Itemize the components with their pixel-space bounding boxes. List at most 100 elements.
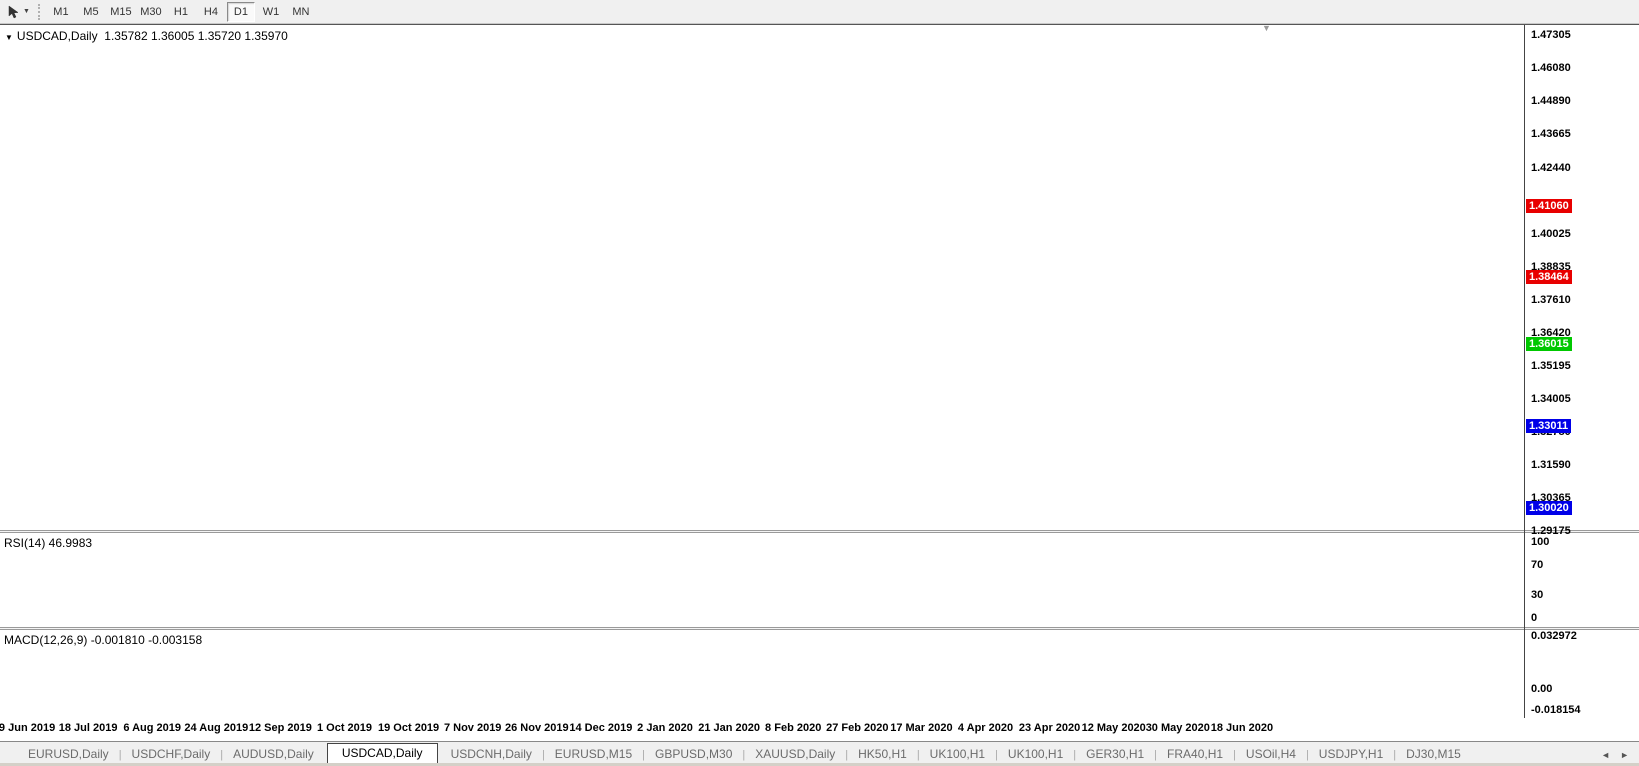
date-tick-label: 24 Aug 2019 (184, 722, 249, 734)
tab-usdjpy-h1[interactable]: USDJPY,H1 (1318, 747, 1384, 761)
chart-window (0, 24, 1639, 742)
hline-price-badge: 1.33011 (1526, 418, 1572, 433)
timeframe-button-m5[interactable]: M5 (83, 5, 99, 18)
price-tick-label: 1.40025 (1531, 227, 1571, 240)
timeframe-button-mn[interactable]: MN (292, 5, 310, 18)
chart-title-collapse-icon[interactable]: ▼ (5, 33, 13, 42)
tab-separator: | (541, 749, 545, 761)
tab-scroll-arrows: ◄ ► (1601, 750, 1629, 764)
price-tick-label: 1.42440 (1531, 161, 1571, 174)
tab-separator: | (1305, 749, 1309, 761)
rsi-axis-label: 0 (1531, 611, 1538, 624)
tab-uk100-h1[interactable]: UK100,H1 (929, 747, 986, 761)
tab-scroll-right-icon[interactable]: ► (1620, 750, 1629, 760)
tab-separator: | (1393, 749, 1397, 761)
pane-separator-macd[interactable] (0, 627, 1639, 630)
chart-tabs: EURUSD,Daily | USDCHF,Daily | AUDUSD,Daily U… (18, 743, 1471, 764)
timeframe-button-w1[interactable]: W1 (262, 5, 280, 18)
toolbar-grip[interactable] (37, 3, 40, 20)
cursor-dropdown-caret-icon[interactable]: ▼ (23, 8, 30, 15)
date-tick-label: 17 Mar 2020 (890, 722, 953, 734)
price-tick-label: 1.31590 (1531, 458, 1571, 471)
tab-usdcnh-daily[interactable]: USDCNH,Daily (450, 747, 532, 761)
date-tick-label: 12 Sep 2019 (248, 722, 312, 734)
timeframe-button-h1[interactable]: H1 (173, 5, 188, 18)
timeframe-button-m30[interactable]: M30 (140, 5, 162, 18)
price-tick-label: 1.37610 (1531, 294, 1571, 307)
timeframe-button-m1[interactable]: M1 (53, 5, 69, 18)
price-tick-label: 1.47305 (1531, 28, 1571, 41)
date-tick-label: 27 Feb 2020 (826, 722, 889, 734)
date-tick-label: 23 Apr 2020 (1018, 722, 1081, 734)
rsi-axis-label: 70 (1531, 558, 1544, 571)
date-tick-label: 6 Aug 2019 (123, 722, 182, 734)
timeframe-buttons: M1 M5 M15 M30 H1 H4 D1 W1 MN (46, 1, 316, 22)
price-tick-label: 1.46080 (1531, 62, 1571, 75)
date-tick-label: 18 Jun 2020 (1210, 722, 1274, 734)
price-tick-label: 1.35195 (1531, 360, 1571, 373)
timeframe-button-h4[interactable]: H4 (203, 5, 218, 18)
tab-xauusd-daily[interactable]: XAUUSD,Daily (755, 747, 836, 761)
date-tick-label: 21 Jan 2020 (698, 722, 760, 734)
date-tick-label: 29 Jun 2019 (0, 722, 56, 734)
timeframe-button-d1[interactable]: D1 (226, 1, 255, 22)
tab-separator: | (118, 749, 122, 761)
tab-usdcad-daily[interactable]: USDCAD,Daily (326, 743, 438, 764)
tab-usdchf-daily[interactable]: USDCHF,Daily (131, 747, 211, 761)
date-tick-label: 7 Nov 2019 (443, 722, 502, 734)
price-tick-label: 1.43665 (1531, 128, 1571, 141)
pane-separator-rsi[interactable] (0, 530, 1639, 533)
macd-axis-label: 0.00 (1531, 683, 1553, 695)
tab-separator: | (220, 749, 224, 761)
price-axis-divider (1524, 25, 1525, 718)
chart-title-symbol: USDCAD,Daily (16, 29, 98, 43)
date-tick-label: 8 Feb 2020 (765, 722, 822, 734)
chart-title-ohlc: 1.35782 1.36005 1.35720 1.35970 (104, 29, 288, 43)
cursor-tool-icon[interactable] (3, 3, 23, 21)
status-strip (0, 763, 1639, 766)
tab-fra40-h1[interactable]: FRA40,H1 (1167, 747, 1224, 761)
tab-gbpusd-m30[interactable]: GBPUSD,M30 (655, 747, 733, 761)
tab-separator: | (1233, 749, 1236, 761)
date-tick-label: 26 Nov 2019 (504, 722, 569, 734)
price-tick-label: 1.44890 (1531, 94, 1571, 107)
date-tick-label: 2 Jan 2020 (637, 722, 693, 734)
macd-label: MACD(12,26,9) -0.001810 -0.003158 (4, 633, 203, 647)
tab-separator: | (642, 749, 646, 761)
date-tick-label: 14 Dec 2019 (569, 722, 633, 734)
tab-separator: | (1154, 749, 1158, 761)
tab-dj30-m15[interactable]: DJ30,M15 (1406, 747, 1461, 761)
date-tick-label: 30 May 2020 (1145, 722, 1210, 734)
hline-price-badge: 1.41060 (1526, 198, 1572, 213)
date-tick-label: 4 Apr 2020 (957, 722, 1014, 734)
tab-scroll-left-icon[interactable]: ◄ (1601, 750, 1611, 760)
tab-uk100-h1[interactable]: UK100,H1 (1007, 747, 1064, 761)
tab-separator: | (916, 749, 920, 761)
rsi-label: RSI(14) 46.9983 (4, 536, 93, 550)
pointer-arrow-icon (8, 5, 19, 18)
tab-usoil-h4[interactable]: USOil,H4 (1245, 747, 1296, 761)
price-tick-label: 1.34005 (1531, 392, 1571, 405)
tab-separator: | (1073, 749, 1077, 761)
macd-axis-label: -0.018154 (1531, 704, 1581, 716)
date-tick-label: 19 Oct 2019 (378, 722, 440, 734)
rsi-axis-label: 30 (1531, 588, 1544, 601)
tab-separator: | (995, 749, 998, 761)
rsi-axis-label: 100 (1531, 536, 1550, 548)
tab-audusd-daily[interactable]: AUDUSD,Daily (233, 747, 314, 761)
price-tick-label: 1.38835 (1531, 260, 1571, 273)
tab-eurusd-daily[interactable]: EURUSD,Daily (28, 747, 109, 761)
tab-eurusd-m15[interactable]: EURUSD,M15 (554, 747, 633, 761)
hline-price-badge: 1.30020 (1526, 500, 1572, 515)
tab-separator: | (845, 749, 849, 761)
chart-title: ▼ USDCAD,Daily 1.35782 1.36005 1.35720 1.… (5, 29, 288, 43)
tab-hk50-h1[interactable]: HK50,H1 (858, 747, 907, 761)
tab-ger30-h1[interactable]: GER30,H1 (1086, 747, 1145, 761)
chart-tab-bar: EURUSD,Daily | USDCHF,Daily | AUDUSD,Daily U… (0, 741, 1639, 764)
hline-price-badge: 1.36015 (1526, 336, 1572, 351)
price-tick-label: 1.29175 (1531, 524, 1571, 537)
chart-shift-marker-icon[interactable]: ▼ (1262, 23, 1271, 33)
timeframe-button-m15[interactable]: M15 (110, 5, 132, 18)
macd-axis-label: 0.032972 (1531, 630, 1577, 642)
